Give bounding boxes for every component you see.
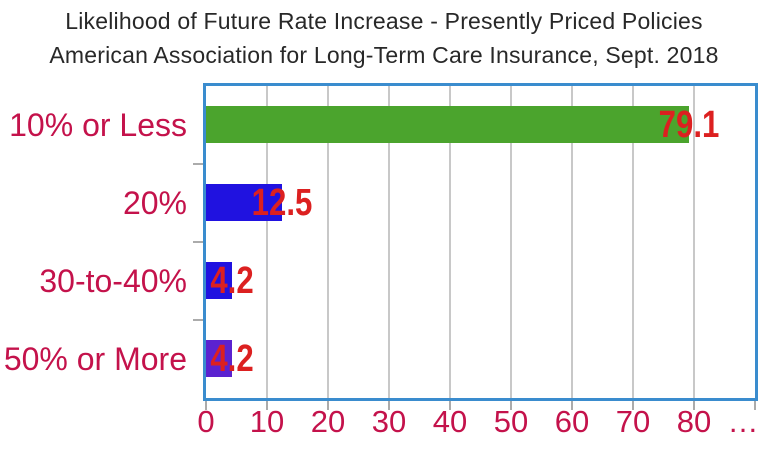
bar — [206, 340, 232, 377]
x-tick-mark — [266, 401, 268, 410]
gridline — [632, 86, 634, 398]
value-label-text: 79.1 — [658, 104, 719, 146]
gridline — [388, 86, 390, 398]
x-tick-label: 70 — [615, 404, 651, 439]
plot-border — [203, 83, 758, 401]
y-tick-mark — [193, 319, 203, 321]
value-label-text: 12.5 — [251, 182, 313, 224]
x-tick-mark — [754, 401, 756, 410]
x-tick-label: 40 — [432, 404, 468, 439]
gridline — [571, 86, 573, 398]
x-tick-mark — [327, 401, 329, 410]
gridline — [266, 86, 268, 398]
value-label: 79.1 — [652, 106, 726, 144]
value-label: 4.2 — [205, 340, 258, 378]
x-tick-mark — [449, 401, 451, 410]
x-axis-ellipsis-label: … — [727, 404, 759, 439]
x-tick-label: 60 — [554, 404, 590, 439]
chart-title: Likelihood of Future Rate Increase - Pre… — [65, 8, 703, 34]
category-label: 10% or Less — [9, 106, 187, 143]
value-label-text: 4.2 — [209, 338, 254, 380]
x-tick-label: 50 — [493, 404, 529, 439]
category-label: 50% or More — [3, 340, 187, 377]
category-label: 20% — [122, 184, 187, 221]
bar — [206, 106, 689, 143]
x-tick-label: 10 — [249, 404, 285, 439]
value-label-text: 4.2 — [209, 260, 254, 302]
x-tick-label: 30 — [371, 404, 407, 439]
x-tick-label: 80 — [676, 404, 712, 439]
x-tick-mark — [510, 401, 512, 410]
x-tick-mark — [205, 401, 207, 410]
x-tick-mark — [632, 401, 634, 410]
chart-subtitle: American Association for Long-Term Care … — [49, 42, 719, 68]
x-tick-label: 0 — [197, 404, 215, 439]
value-label: 12.5 — [245, 184, 319, 222]
y-tick-mark — [193, 163, 203, 165]
plot-area: 79.1 12.5 4.2 4.2 0 10 20 30 40 50 60 70 80 … — [193, 86, 759, 437]
category-label: 30-to-40% — [39, 262, 187, 299]
gridline — [327, 86, 329, 398]
x-tick-mark — [693, 401, 695, 410]
bar — [206, 262, 232, 299]
bar — [206, 184, 283, 221]
y-tick-mark — [193, 241, 203, 243]
x-tick-mark — [571, 401, 573, 410]
x-tick-mark — [388, 401, 390, 410]
value-label: 4.2 — [205, 262, 258, 300]
gridline — [449, 86, 451, 398]
x-tick-label: 20 — [310, 404, 346, 439]
gridline — [510, 86, 512, 398]
gridline — [693, 86, 695, 398]
